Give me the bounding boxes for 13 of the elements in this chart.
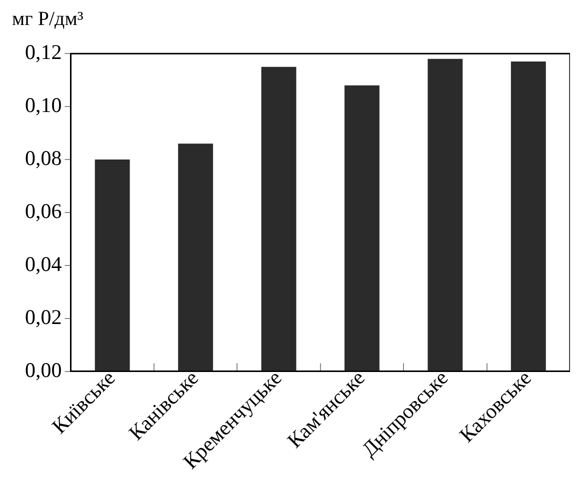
bar <box>178 144 214 371</box>
bar <box>428 58 463 371</box>
y-axis-title: мг P/дм³ <box>12 8 84 32</box>
y-tick-label: 0,12 <box>25 40 62 64</box>
y-tick-label: 0,04 <box>25 252 62 276</box>
y-tick-label: 0,10 <box>25 93 62 118</box>
y-tick-label: 0,06 <box>25 198 62 223</box>
bar <box>94 159 130 371</box>
y-tick-label: 0,08 <box>25 146 62 170</box>
bar <box>510 62 546 371</box>
bar <box>344 85 380 371</box>
bar <box>261 66 296 371</box>
y-tick-label: 0,02 <box>25 304 62 329</box>
